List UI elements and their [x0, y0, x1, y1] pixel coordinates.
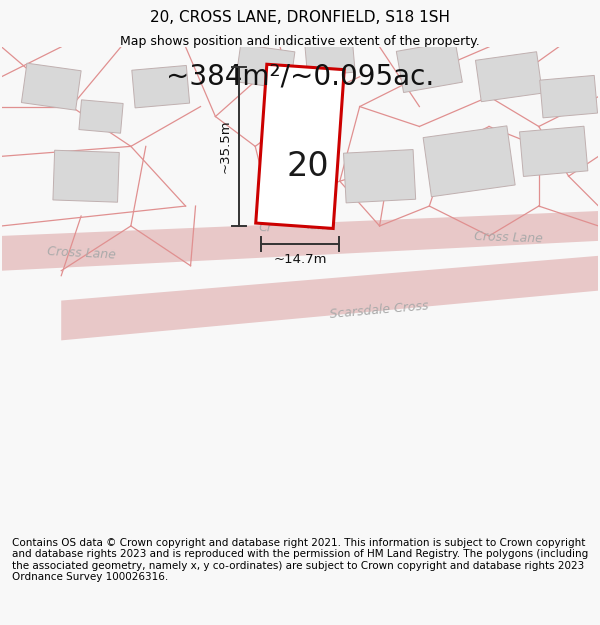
- Text: lane: lane: [307, 219, 334, 233]
- Text: ~14.7m: ~14.7m: [273, 253, 327, 266]
- Text: Map shows position and indicative extent of the property.: Map shows position and indicative extent…: [120, 35, 480, 48]
- Polygon shape: [305, 38, 355, 76]
- Text: Cross Lane: Cross Lane: [475, 230, 544, 246]
- Text: 20, CROSS LANE, DRONFIELD, S18 1SH: 20, CROSS LANE, DRONFIELD, S18 1SH: [150, 10, 450, 25]
- Text: Cross Lane: Cross Lane: [46, 244, 116, 261]
- Polygon shape: [132, 66, 190, 108]
- Polygon shape: [475, 52, 542, 102]
- Polygon shape: [79, 100, 123, 133]
- Polygon shape: [520, 126, 588, 176]
- Text: Contains OS data © Crown copyright and database right 2021. This information is : Contains OS data © Crown copyright and d…: [12, 538, 588, 582]
- Polygon shape: [344, 149, 416, 203]
- Polygon shape: [53, 150, 119, 202]
- Polygon shape: [423, 126, 515, 197]
- Text: ~384m²/~0.095ac.: ~384m²/~0.095ac.: [166, 62, 434, 91]
- Polygon shape: [235, 44, 295, 89]
- Text: Scarsdale Cross: Scarsdale Cross: [329, 300, 430, 321]
- Polygon shape: [256, 64, 344, 229]
- Polygon shape: [540, 76, 598, 118]
- Polygon shape: [22, 63, 81, 110]
- Text: ~35.5m: ~35.5m: [219, 119, 232, 173]
- Text: 20: 20: [287, 150, 329, 182]
- Text: Cr: Cr: [258, 221, 272, 234]
- Polygon shape: [397, 41, 463, 92]
- Polygon shape: [61, 256, 598, 341]
- Polygon shape: [2, 211, 598, 271]
